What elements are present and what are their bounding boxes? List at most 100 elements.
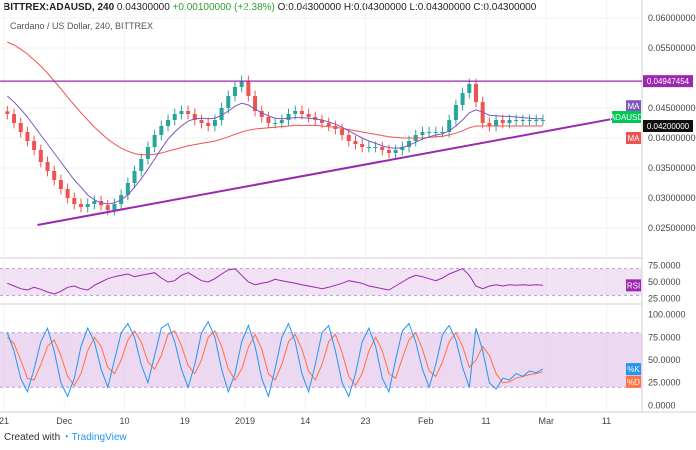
candle-body (473, 84, 478, 102)
candle-body (58, 180, 63, 189)
rsi-tick-label: 25.0000 (648, 294, 681, 304)
rsi-band (0, 268, 642, 296)
candle-body (494, 120, 499, 126)
price-tick-label: 0.060000000 (648, 13, 696, 23)
candle-body (386, 150, 391, 153)
moving-average-slow-line (7, 41, 543, 156)
candle-body (400, 147, 405, 150)
resistance-price-tag: 0.04947454 (647, 77, 690, 86)
candle-body (266, 117, 271, 123)
candle-body (460, 93, 465, 105)
candle-body (306, 114, 311, 117)
ma-slow-tag-bg (626, 132, 641, 144)
candle-body (346, 135, 351, 141)
candle-body (78, 204, 83, 207)
last-price: 0.04300000 (116, 2, 170, 13)
candle-body (145, 147, 150, 159)
current-price-tag-bg (643, 120, 693, 132)
candle-body (212, 120, 217, 126)
candle-body (32, 141, 37, 150)
ma-fast-tag-bg (626, 100, 641, 113)
rsi-tick-label: 50.0000 (648, 277, 681, 287)
candle-body (340, 129, 345, 135)
candle-body (440, 132, 445, 133)
time-tick-label: 11 (602, 416, 611, 426)
candle-body (25, 132, 30, 141)
candle-body (520, 120, 525, 121)
close-label: C: (473, 2, 484, 13)
footer-brand[interactable]: TradingView (71, 432, 127, 443)
stoch-tick-label: 25.0000 (648, 378, 681, 388)
candle-body (293, 111, 298, 114)
high-label: H: (343, 2, 354, 13)
time-tick-label: 23 (361, 416, 371, 426)
rsi-tag-bg (626, 279, 641, 292)
time-tick-label: Dec (56, 416, 73, 426)
low-label: L: (409, 2, 418, 13)
candle-body (326, 123, 331, 126)
candle-body (132, 171, 137, 183)
rsi-line (7, 268, 543, 295)
candle-body (5, 111, 10, 114)
candle-body (166, 120, 171, 126)
price-tick-label: 0.035000000 (648, 163, 696, 173)
stoch-d-tag: %D (627, 378, 640, 387)
stoch-k-tag: %K (627, 365, 640, 374)
candle-body (52, 171, 57, 180)
footer: Created with ◔ TradingView (4, 432, 127, 443)
candle-body (427, 132, 432, 133)
candle-body (18, 123, 23, 132)
symbol-label: BITTREX:ADAUSD, 240 (3, 2, 115, 13)
candle-body (540, 120, 545, 121)
time-tick-label: Mar (539, 416, 555, 426)
time-tick-label: 10 (119, 416, 129, 426)
candle-body (453, 105, 458, 120)
candle-body (407, 141, 412, 147)
candle-body (105, 205, 110, 210)
price-change: +0.00100000 (+2.38%) (172, 2, 275, 13)
candle-body (92, 201, 97, 204)
candle-body (72, 198, 77, 204)
low-value: 0.04300000 (417, 2, 471, 13)
time-tick-label: 2019 (235, 416, 255, 426)
time-tick-label: 14 (300, 416, 310, 426)
candle-body (514, 120, 519, 121)
time-tick-label: Feb (418, 416, 434, 426)
candle-body (65, 189, 70, 198)
candle-body (500, 120, 505, 123)
candle-body (279, 120, 284, 123)
candle-body (226, 96, 231, 108)
price-tick-label: 0.055000000 (648, 43, 696, 53)
candle-body (186, 111, 191, 114)
candle-body (286, 114, 291, 120)
candle-body (239, 81, 244, 87)
time-tick-label: 19 (180, 416, 190, 426)
candle-body (199, 120, 204, 123)
ma-fast-tag: MA (628, 102, 641, 111)
candle-body (373, 147, 378, 148)
candle-body (433, 132, 438, 133)
stoch-band (0, 332, 642, 388)
chart-header: BITTREX:ADAUSD, 240 0.04300000 +0.001000… (3, 2, 536, 13)
stoch-tick-label: 0.0000 (648, 400, 676, 410)
candle-body (299, 111, 304, 114)
candle-body (380, 147, 385, 150)
stoch-tick-label: 50.0000 (648, 355, 681, 365)
candle-body (447, 120, 452, 132)
open-value: 0.04300000 (288, 2, 342, 13)
open-label: O: (277, 2, 289, 13)
time-tick-label: 11 (481, 416, 490, 426)
price-tick-label: 0.025000000 (648, 223, 696, 233)
trading-chart[interactable]: 0.060000000 0.055000000 0.045000000 0.04000… (0, 0, 696, 430)
candle-body (259, 111, 264, 117)
ma-slow-tag: MA (628, 134, 641, 143)
candle-body (253, 96, 258, 111)
candle-body (319, 120, 325, 123)
resistance-price-tag-bg (643, 75, 693, 88)
stoch-d-tag-bg (626, 375, 641, 388)
symbol-tag-bg (612, 111, 641, 123)
candle-body (246, 81, 251, 96)
candle-body (420, 132, 425, 135)
candle-body (159, 126, 164, 135)
stoch-tick-label: 75.0000 (648, 332, 681, 342)
